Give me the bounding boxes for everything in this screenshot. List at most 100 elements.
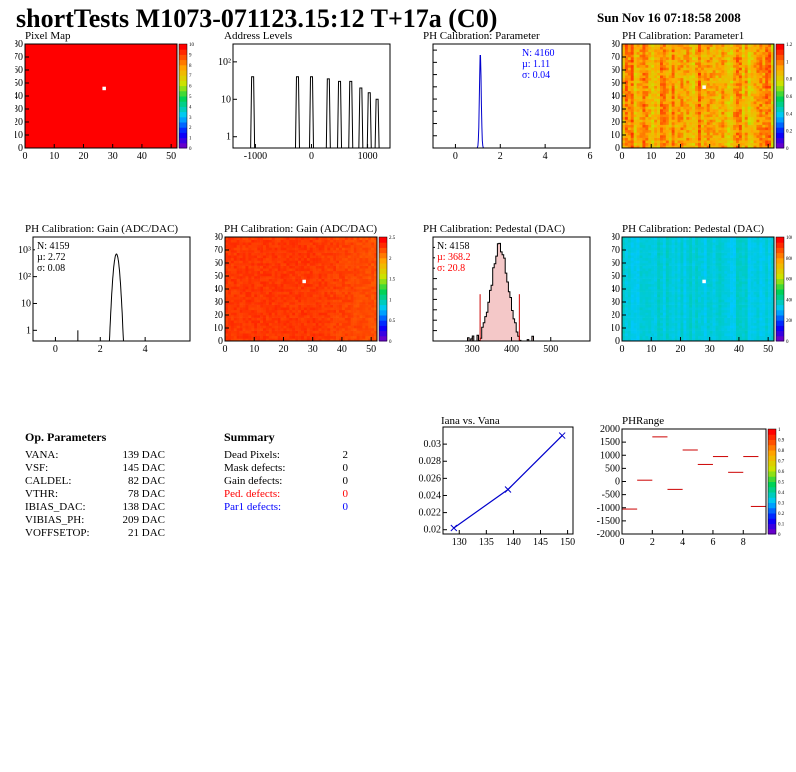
heatmap-cell xyxy=(633,106,637,110)
heatmap-cell xyxy=(771,106,775,110)
heatmap-cell xyxy=(260,325,264,329)
heatmap-cell xyxy=(671,72,675,76)
heatmap-cell xyxy=(651,119,655,123)
address-peak xyxy=(358,87,364,149)
heatmap-cell xyxy=(341,296,346,300)
heatmap-cell xyxy=(654,304,658,308)
colorbar-band xyxy=(776,70,784,76)
heatmap-cell xyxy=(633,286,637,290)
heatmap-cell xyxy=(289,304,293,308)
heatmap-cell xyxy=(622,111,626,115)
heatmap-cell xyxy=(718,46,722,50)
heatmap-cell xyxy=(654,289,658,292)
heatmap-cell xyxy=(639,51,643,55)
heatmap-cell xyxy=(627,257,632,261)
heatmap-cell xyxy=(630,278,634,282)
heatmap-cell xyxy=(257,307,261,311)
heatmap-cell xyxy=(227,263,232,266)
heatmap-cell xyxy=(662,88,667,92)
heatmap-cell xyxy=(668,75,672,79)
heatmap-cell xyxy=(339,304,343,308)
heatmap-cell xyxy=(645,80,649,84)
heatmap-cell xyxy=(677,132,681,136)
heatmap-cell xyxy=(718,127,722,131)
heatmap-cell xyxy=(724,83,728,86)
heatmap-cell xyxy=(636,101,640,105)
heatmap-cell xyxy=(350,322,354,326)
heatmap-cell xyxy=(718,83,722,86)
heatmap-cell xyxy=(277,320,281,324)
heatmap-cell xyxy=(654,270,658,274)
heatmap-cell xyxy=(753,85,757,89)
heatmap-cell xyxy=(657,44,661,47)
heatmap-cell xyxy=(642,257,646,261)
heatmap-cell xyxy=(756,70,760,73)
colorbar-band xyxy=(379,273,387,280)
heatmap-cell xyxy=(633,304,637,308)
heatmap-cell xyxy=(741,85,746,89)
heatmap-cell xyxy=(657,276,661,279)
heatmap-cell xyxy=(251,270,255,274)
heatmap-cell xyxy=(771,59,775,63)
heatmap-cell xyxy=(301,239,305,243)
heatmap-cell xyxy=(283,317,287,321)
heatmap-cell xyxy=(368,309,372,313)
heatmap-cell xyxy=(733,137,737,141)
heatmap-cell xyxy=(245,263,249,266)
heatmap-cell xyxy=(747,88,751,92)
heatmap-cell xyxy=(283,242,287,246)
heatmap-cell xyxy=(350,291,354,295)
heatmap-cell xyxy=(230,289,235,292)
heatmap-cell xyxy=(668,114,672,118)
heatmap-cell xyxy=(768,77,772,81)
heatmap-cell xyxy=(642,122,646,125)
heatmap-cell xyxy=(292,257,296,261)
heatmap-cell xyxy=(686,132,690,136)
heatmap-cell xyxy=(277,265,281,269)
heatmap-cell xyxy=(654,85,658,89)
heatmap-cell xyxy=(289,317,293,321)
heatmap-cell xyxy=(683,51,687,55)
heatmap-cell xyxy=(350,294,354,298)
heatmap-cell xyxy=(286,315,290,318)
heatmap-cell xyxy=(759,57,763,60)
heatmap-cell xyxy=(227,325,232,329)
heatmap-cell xyxy=(265,330,270,334)
heatmap-cell xyxy=(356,283,360,287)
heatmap-cell xyxy=(639,325,643,329)
heatmap-cell xyxy=(686,122,690,125)
heatmap-cell xyxy=(657,75,661,79)
heatmap-cell xyxy=(686,64,690,68)
heatmap-cell xyxy=(730,49,734,53)
heatmap-cell xyxy=(303,338,308,342)
heatmap-cell xyxy=(315,270,319,274)
heatmap-cell xyxy=(700,142,705,146)
heatmap-cell xyxy=(662,57,667,60)
heatmap-cell xyxy=(736,96,740,99)
heatmap-cell xyxy=(622,270,626,274)
heatmap-cell xyxy=(277,322,281,326)
heatmap-cell xyxy=(733,80,737,84)
heatmap-cell xyxy=(309,328,313,331)
heatmap-cell xyxy=(336,312,340,316)
heatmap-cell xyxy=(747,96,751,99)
heatmap-cell xyxy=(624,335,629,339)
heatmap-cell xyxy=(692,116,696,120)
x-tick-label: 10 xyxy=(249,344,259,355)
heatmap-cell xyxy=(624,46,629,50)
heatmap-cell xyxy=(662,106,667,110)
heatmap-cell xyxy=(327,276,331,279)
heatmap-cell xyxy=(724,57,728,60)
heatmap-cell xyxy=(286,237,290,240)
heatmap-cell xyxy=(248,273,252,277)
heatmap-cell xyxy=(239,273,243,277)
heatmap-cell xyxy=(339,278,343,282)
heatmap-cell xyxy=(765,93,769,97)
heatmap-cell xyxy=(280,309,284,313)
heatmap-cell xyxy=(254,276,258,279)
heatmap-cell xyxy=(283,283,287,287)
heatmap-cell xyxy=(642,263,646,266)
heatmap-cell xyxy=(327,330,331,334)
colorbar-band xyxy=(179,85,187,92)
heatmap-cell xyxy=(315,265,319,269)
